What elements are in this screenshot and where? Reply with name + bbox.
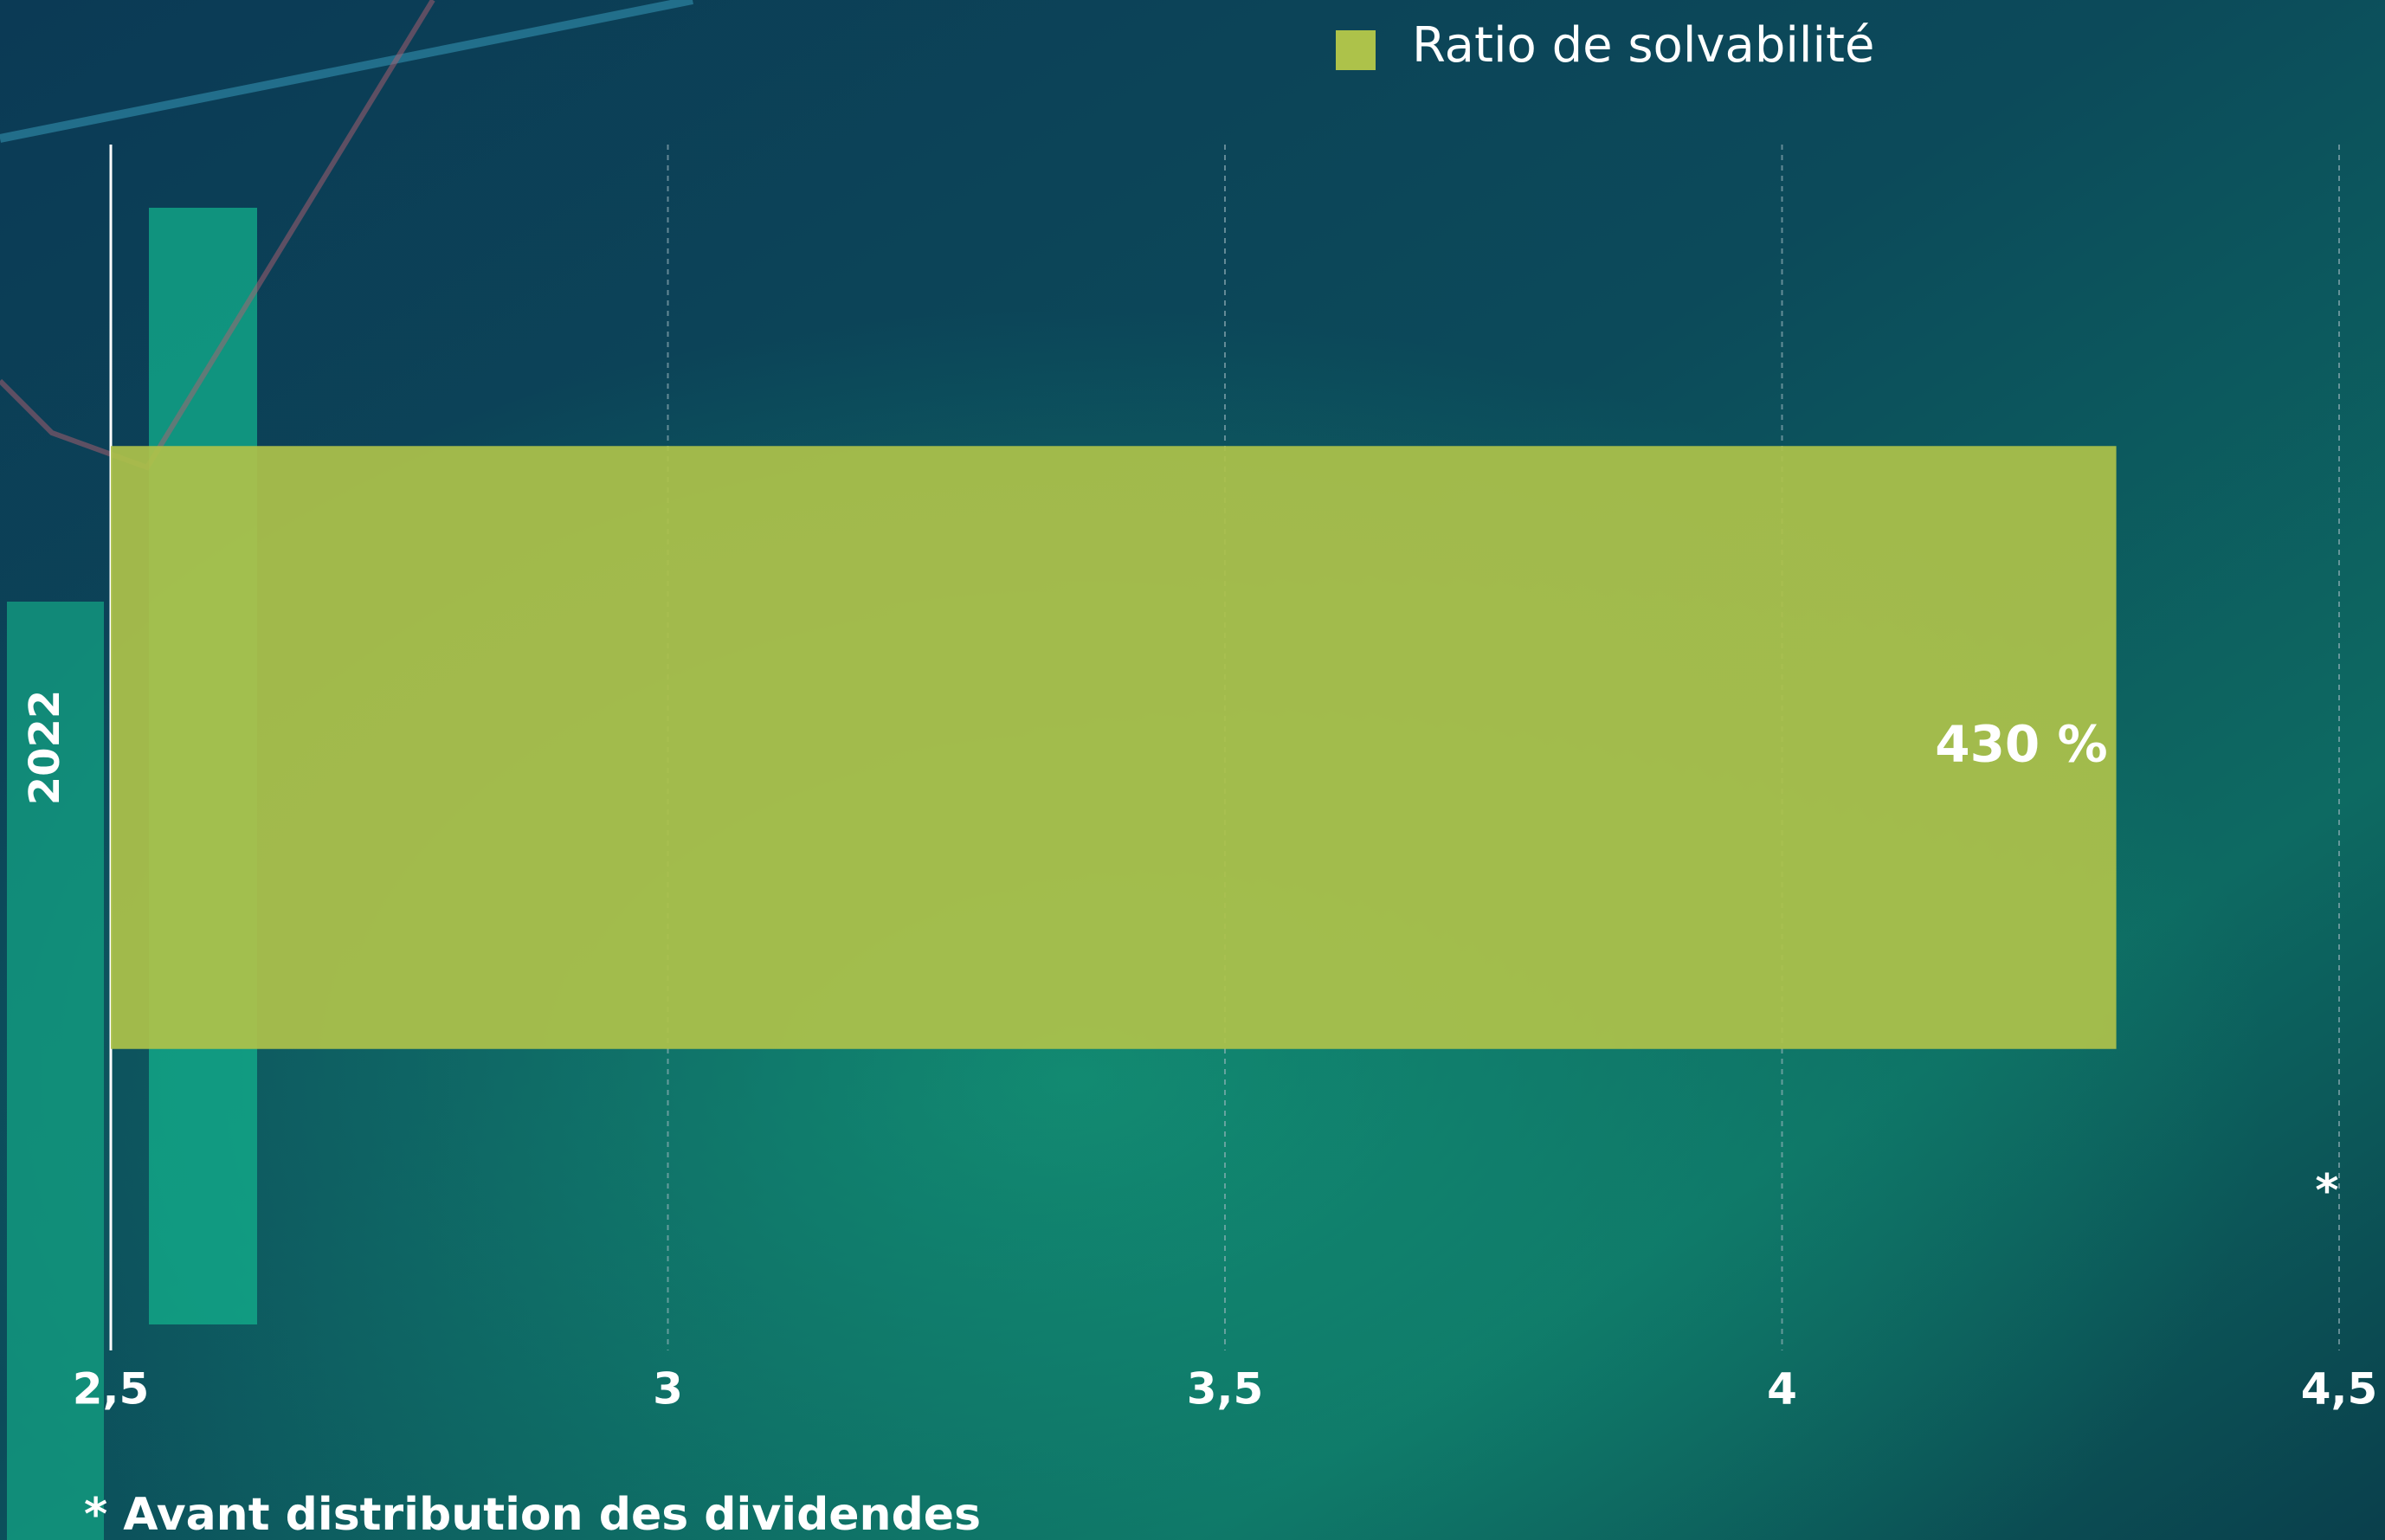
legend-swatch bbox=[1336, 30, 1376, 70]
y-tick-label: 2022 bbox=[21, 690, 69, 806]
x-tick-label: 4 bbox=[1767, 1364, 1797, 1414]
decor-bar bbox=[7, 602, 104, 1540]
x-tick-label: 4,5 bbox=[2301, 1364, 2378, 1414]
legend-label: Ratio de solvabilité bbox=[1412, 17, 1874, 74]
x-tick-label: 2,5 bbox=[73, 1364, 150, 1414]
bar bbox=[111, 446, 2117, 1049]
x-tick-label: 3 bbox=[653, 1364, 683, 1414]
decor-line bbox=[0, 0, 435, 471]
x-tick-label: 3,5 bbox=[1187, 1364, 1264, 1414]
decor-line bbox=[0, 0, 693, 143]
footnote: * Avant distribution des dividendes bbox=[84, 1489, 981, 1540]
annotation: * bbox=[2315, 1165, 2338, 1217]
data-label: 430 % bbox=[1935, 715, 2107, 774]
